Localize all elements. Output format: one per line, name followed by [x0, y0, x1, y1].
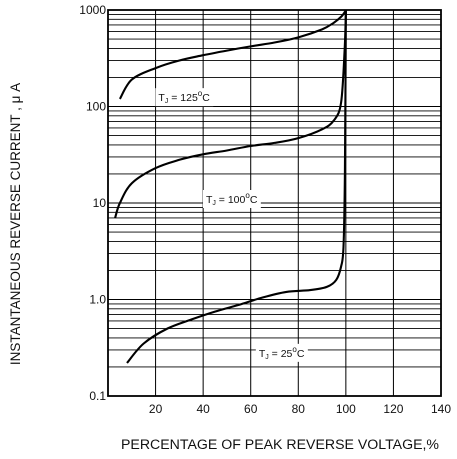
curve-label-bg [155, 88, 214, 107]
curve-label-2: TJ = 100oC [202, 190, 261, 209]
x-tick-label: 20 [149, 402, 163, 416]
y-tick-label: 1000 [79, 3, 106, 17]
curve-labels: TJ = 125oC TJ = 100oC TJ = 25oC [155, 88, 308, 362]
curve-label-bg [202, 190, 261, 209]
y-tick-label: 0.1 [89, 389, 106, 403]
series-line-2 [114, 9, 347, 219]
curve-label-3: TJ = 25oC [255, 343, 308, 362]
y-axis-title: INSTANTANEOUS REVERSE CURRENT , μ A [8, 83, 23, 365]
series-layer [114, 9, 347, 364]
curve-label-text: TJ = 100oC [206, 191, 258, 207]
curve-label-1: TJ = 125oC [155, 88, 214, 107]
series-line-3 [126, 9, 347, 364]
x-tick-label: 80 [292, 402, 306, 416]
x-tick-label: 40 [196, 402, 210, 416]
x-tick-label: 140 [431, 402, 451, 416]
x-axis-title: PERCENTAGE OF PEAK REVERSE VOLTAGE,% [121, 437, 439, 452]
tick-labels: 20 40 60 80 100 120 140 0.1 1.0 10 100 1000 [79, 3, 451, 416]
x-tick-label: 100 [336, 402, 356, 416]
series-line-1 [118, 9, 347, 100]
curve-label-text: TJ = 25oC [259, 345, 305, 361]
curve-label-text: TJ = 125oC [158, 89, 210, 105]
plot-frame [107, 9, 442, 397]
grid-layer [108, 10, 441, 397]
y-tick-label: 100 [86, 100, 106, 114]
y-tick-label: 10 [93, 196, 107, 210]
x-tick-label: 60 [244, 402, 258, 416]
x-tick-label: 120 [383, 402, 403, 416]
y-tick-label: 1.0 [89, 293, 106, 307]
curve-label-bg [255, 343, 308, 362]
